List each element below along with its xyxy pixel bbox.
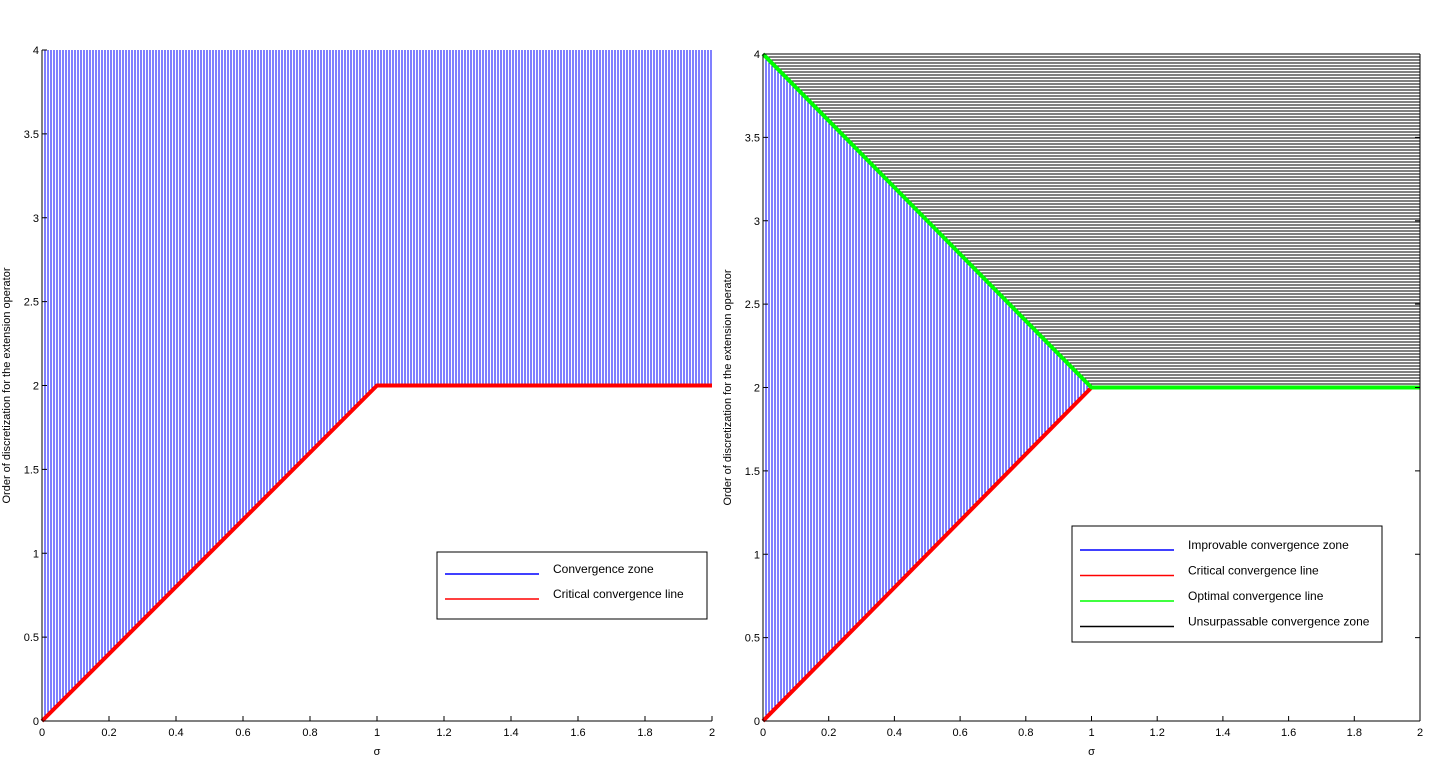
y-tick-label: 4 bbox=[754, 49, 760, 61]
y-tick-label: 1 bbox=[754, 549, 760, 561]
y-tick-label: 1.5 bbox=[745, 466, 760, 478]
x-tick-label: 1.4 bbox=[503, 727, 518, 739]
x-tick-label: 0.2 bbox=[101, 727, 116, 739]
legend: Convergence zone Critical convergence lin… bbox=[436, 551, 708, 620]
x-tick-label: 0.6 bbox=[952, 727, 967, 739]
axes: 0 0.2 0.4 0.6 0.8 1 1.2 1.4 1.6 1.8 2 0 0.5 1 1.5 2 2.5 3… bbox=[745, 49, 1423, 739]
x-tick-label: 0 bbox=[39, 727, 45, 739]
y-tick-label: 3 bbox=[33, 213, 39, 225]
x-tick-label: 2 bbox=[709, 727, 715, 739]
plot-area bbox=[40, 50, 712, 723]
x-tick-label: 1.8 bbox=[637, 727, 652, 739]
y-tick-label: 3 bbox=[754, 216, 760, 228]
x-tick-label: 1.4 bbox=[1215, 727, 1230, 739]
y-tick-label: 2.5 bbox=[24, 297, 39, 309]
y-tick-label: 2 bbox=[754, 383, 760, 395]
legend-label: Unsurpassable convergence zone bbox=[1188, 615, 1370, 629]
x-tick-label: 1 bbox=[374, 727, 380, 739]
x-tick-label: 0.4 bbox=[168, 727, 183, 739]
x-tick-label: 1.6 bbox=[1281, 727, 1296, 739]
legend-box bbox=[1071, 525, 1383, 643]
series-1-line bbox=[761, 386, 1093, 723]
x-tick-label: 1.2 bbox=[1150, 727, 1165, 739]
x-tick-label: 0.8 bbox=[1018, 727, 1033, 739]
legend-label: Critical convergence line bbox=[1188, 564, 1319, 578]
x-tick-label: 0.6 bbox=[235, 727, 250, 739]
y-tick-label: 1 bbox=[33, 548, 39, 560]
y-tick-label: 1.5 bbox=[24, 464, 39, 476]
legend: Improvable convergence zone Critical conv… bbox=[1071, 525, 1383, 643]
y-tick-label: 0 bbox=[754, 716, 760, 728]
x-axis-label: σ bbox=[1088, 746, 1095, 758]
x-tick-label: 2 bbox=[1417, 727, 1423, 739]
x-axis-label: σ bbox=[374, 746, 381, 758]
legend-label: Convergence zone bbox=[553, 562, 654, 576]
y-tick-label: 3.5 bbox=[24, 129, 39, 141]
y-tick-label: 4 bbox=[33, 45, 39, 57]
y-axis-label: Order of discretization for the extensio… bbox=[722, 269, 734, 505]
series-2-line bbox=[761, 52, 1420, 390]
x-tick-label: 1.2 bbox=[436, 727, 451, 739]
y-axis-label: Order of discretization for the extensio… bbox=[1, 267, 13, 503]
x-tick-label: 0 bbox=[760, 727, 766, 739]
series-0-hatch bbox=[41, 50, 712, 721]
y-tick-label: 3.5 bbox=[745, 132, 760, 144]
y-tick-label: 0.5 bbox=[745, 633, 760, 645]
series-0-hatch bbox=[762, 54, 1091, 721]
x-tick-label: 1.6 bbox=[570, 727, 585, 739]
series-1-line bbox=[40, 383, 712, 723]
x-tick-label: 0.2 bbox=[821, 727, 836, 739]
x-tick-label: 1.8 bbox=[1347, 727, 1362, 739]
chart-panel-1: 0 0.2 0.4 0.6 0.8 1 1.2 1.4 1.6 1.8 2 0 0.5 1 1.5 2 2.5 3… bbox=[1, 45, 715, 758]
y-tick-label: 2 bbox=[33, 381, 39, 393]
axes: 0 0.2 0.4 0.6 0.8 1 1.2 1.4 1.6 1.8 2 0 0.5 1 1.5 2 2.5 3… bbox=[24, 45, 715, 739]
legend-box bbox=[436, 551, 708, 620]
x-tick-label: 0.4 bbox=[887, 727, 902, 739]
legend-label: Critical convergence line bbox=[553, 587, 684, 601]
y-tick-label: 2.5 bbox=[745, 299, 760, 311]
legend-label: Improvable convergence zone bbox=[1188, 538, 1349, 552]
chart-panel-2: 0 0.2 0.4 0.6 0.8 1 1.2 1.4 1.6 1.8 2 0 0.5 1 1.5 2 2.5 3… bbox=[722, 49, 1423, 758]
x-tick-label: 0.8 bbox=[302, 727, 317, 739]
y-tick-label: 0 bbox=[33, 716, 39, 728]
y-tick-label: 0.5 bbox=[24, 632, 39, 644]
x-tick-label: 1 bbox=[1088, 727, 1094, 739]
legend-label: Optimal convergence line bbox=[1188, 589, 1324, 603]
